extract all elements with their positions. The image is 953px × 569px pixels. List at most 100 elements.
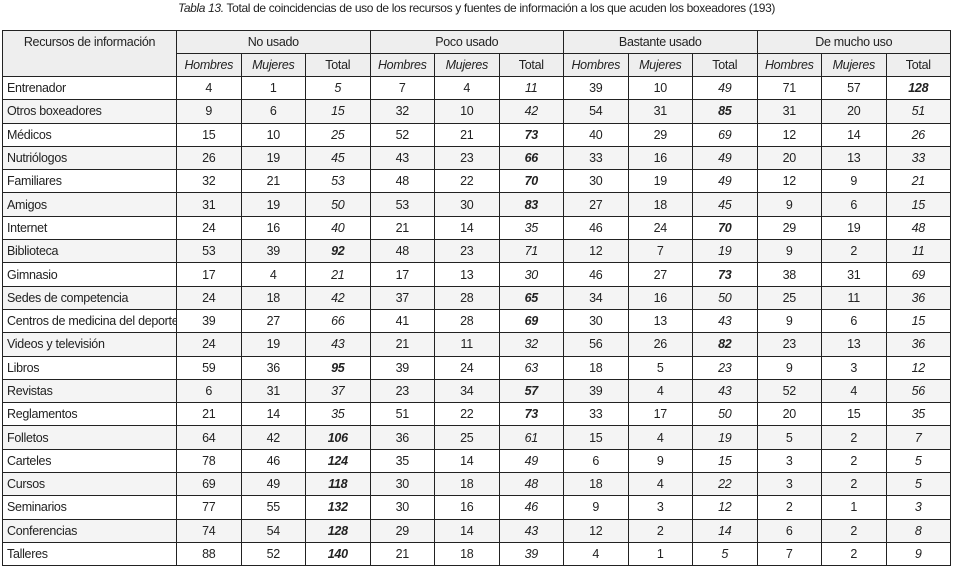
cell-mujeres: 6 [821,308,887,334]
cell-hombres: 34 [563,285,629,310]
cell-mujeres: 31 [821,262,887,287]
table-row: Gimnasio 17 4 21 17 13 30 46 27 73 38 31 69 [2,262,951,287]
cell-mujeres: 18 [434,472,500,497]
cell-hombres: 6 [563,448,629,474]
cell-total: 19 [692,239,758,264]
cell-mujeres: 4 [434,75,500,101]
cell-total: 61 [498,425,564,450]
cell-hombres: 46 [563,262,629,287]
cell-total: 128 [885,75,951,101]
cell-total: 50 [692,402,758,427]
cell-mujeres: 3 [627,495,693,520]
cell-hombres: 71 [756,75,822,101]
cell-hombres: 17 [369,262,435,287]
cell-mujeres: 28 [434,308,500,334]
cell-hombres: 25 [756,285,822,310]
table-row: Médicos 15 10 25 52 21 73 40 29 69 12 14 26 [2,122,951,147]
resource-name: Entrenador [2,75,177,101]
header-hombres: Hombres [176,53,242,77]
header-total: Total [692,53,758,77]
resource-name: Revistas [2,378,177,404]
cell-total: 85 [692,99,758,124]
cell-hombres: 30 [369,472,435,497]
cell-total: 48 [885,215,951,241]
table-row: Centros de medicina del deporte 39 27 66 41 2… [2,308,951,334]
cell-mujeres: 20 [821,99,887,124]
cell-total: 12 [692,495,758,520]
cell-mujeres: 13 [627,308,693,334]
cell-total: 49 [692,169,758,194]
cell-total: 118 [305,472,371,497]
cell-total: 49 [498,448,564,474]
cell-total: 73 [692,262,758,287]
cell-total: 95 [305,355,371,380]
cell-hombres: 3 [756,472,822,497]
cell-mujeres: 2 [821,448,887,474]
table-row: Biblioteca 53 39 92 48 23 71 12 7 19 9 2 11 [2,239,951,264]
cell-mujeres: 15 [821,402,887,427]
cell-hombres: 39 [563,378,629,404]
cell-total: 5 [885,472,951,497]
cell-total: 43 [692,308,758,334]
resource-name: Carteles [2,448,177,474]
cell-mujeres: 25 [434,425,500,450]
cell-total: 14 [692,518,758,543]
cell-total: 45 [305,145,371,171]
resources-table: Recursos de información No usado Poco us… [2,30,951,567]
cell-hombres: 43 [369,145,435,171]
table-row: Talleres 88 52 140 21 18 39 4 1 5 7 2 9 [2,541,951,567]
cell-total: 30 [498,262,564,287]
cell-mujeres: 2 [627,518,693,543]
cell-hombres: 12 [756,122,822,147]
cell-hombres: 39 [369,355,435,380]
cell-total: 7 [885,425,951,450]
resource-name: Amigos [2,192,177,217]
cell-mujeres: 21 [434,122,500,147]
cell-mujeres: 49 [240,472,306,497]
cell-total: 69 [692,122,758,147]
resource-name: Reglamentos [2,402,177,427]
cell-mujeres: 54 [240,518,306,543]
cell-mujeres: 29 [627,122,693,147]
cell-mujeres: 31 [627,99,693,124]
cell-hombres: 31 [176,192,242,217]
resource-name: Cursos [2,472,177,497]
resource-name: Médicos [2,122,177,147]
cell-hombres: 20 [756,145,822,171]
cell-hombres: 30 [563,308,629,334]
cell-total: 70 [692,215,758,241]
caption-text: Total de coincidencias de uso de los rec… [223,1,776,15]
cell-hombres: 24 [176,332,242,357]
cell-hombres: 78 [176,448,242,474]
cell-mujeres: 46 [240,448,306,474]
cell-hombres: 59 [176,355,242,380]
cell-total: 21 [305,262,371,287]
cell-hombres: 33 [563,145,629,171]
cell-hombres: 35 [369,448,435,474]
cell-mujeres: 4 [627,425,693,450]
header-mujeres: Mujeres [240,53,306,77]
resource-name: Biblioteca [2,239,177,264]
cell-mujeres: 1 [240,75,306,101]
cell-hombres: 21 [369,332,435,357]
table-row: Familiares 32 21 53 48 22 70 30 19 49 12 9 21 [2,169,951,194]
table-row: Amigos 31 19 50 53 30 83 27 18 45 9 6 15 [2,192,951,217]
cell-mujeres: 19 [240,145,306,171]
cell-hombres: 5 [756,425,822,450]
cell-mujeres: 11 [434,332,500,357]
cell-hombres: 24 [176,215,242,241]
cell-total: 42 [498,99,564,124]
header-total: Total [498,53,564,77]
resource-name: Centros de medicina del deporte [2,308,177,334]
cell-hombres: 18 [563,472,629,497]
cell-mujeres: 14 [434,215,500,241]
header-hombres: Hombres [563,53,629,77]
caption-label: Tabla 13. [177,1,224,15]
cell-total: 140 [305,541,371,567]
cell-total: 70 [498,169,564,194]
cell-hombres: 38 [756,262,822,287]
cell-mujeres: 18 [627,192,693,217]
cell-hombres: 4 [176,75,242,101]
cell-total: 12 [885,355,951,380]
cell-total: 73 [498,122,564,147]
